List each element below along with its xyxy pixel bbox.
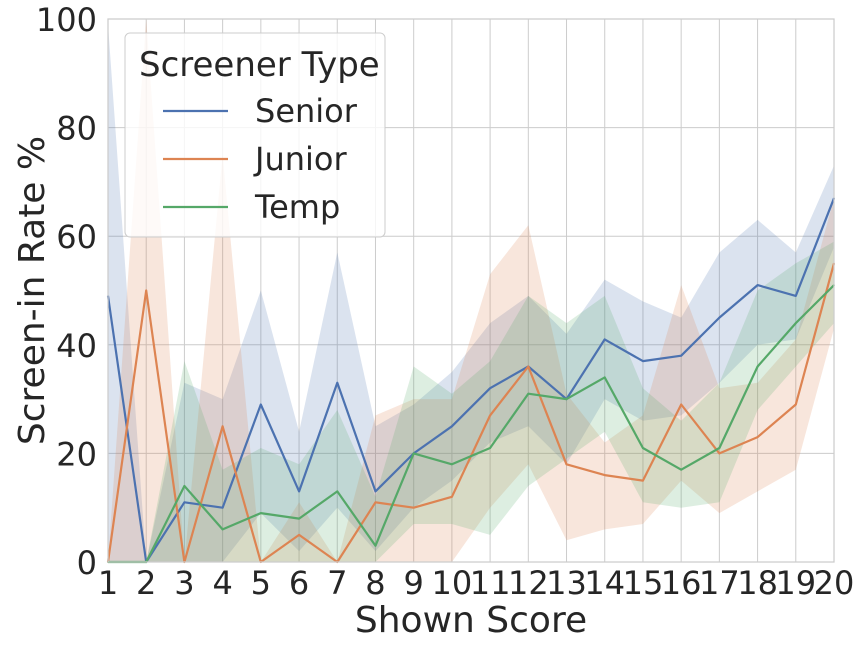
data-point-senior [489, 387, 491, 390]
data-point-junior [718, 452, 721, 455]
data-point-senior [260, 403, 262, 406]
legend: Screener Type Senior Junior Temp [124, 32, 386, 238]
series-line-senior [106, 197, 836, 564]
data-point-junior [680, 403, 682, 406]
data-point-temp [756, 365, 759, 368]
legend-title: Screener Type [139, 45, 380, 85]
data-point-temp [336, 490, 339, 493]
data-point-temp [260, 512, 262, 514]
x-tick-label: 14 [584, 564, 625, 602]
data-point-temp [298, 517, 300, 520]
x-tick-label: 9 [404, 564, 424, 602]
legend-label-junior: Junior [253, 140, 347, 178]
data-point-junior [565, 463, 568, 466]
data-point-senior [221, 506, 224, 509]
data-point-junior [603, 474, 606, 476]
data-point-senior [756, 284, 759, 286]
x-tick-label: 3 [174, 564, 194, 602]
x-tick-label: 10 [432, 564, 473, 602]
data-point-temp [680, 468, 682, 471]
y-tick-label: 80 [56, 110, 97, 148]
y-tick-label: 0 [77, 544, 97, 582]
data-point-senior [451, 425, 453, 428]
y-tick-label: 100 [36, 1, 97, 39]
data-point-junior [489, 414, 491, 417]
confidence-band-senior [108, 24, 834, 562]
x-tick-label: 20 [814, 564, 855, 602]
y-axis-label: Screen-in Rate % [12, 136, 53, 445]
data-point-junior [642, 479, 644, 482]
y-tick-label: 60 [56, 218, 97, 256]
x-tick-label: 19 [775, 564, 816, 602]
data-point-senior [298, 490, 300, 493]
data-point-senior [336, 382, 339, 384]
x-tick-label: 4 [212, 564, 232, 602]
legend-box [124, 32, 386, 238]
x-tick-label: 11 [470, 564, 511, 602]
confidence-bands [108, 19, 834, 562]
data-point-senior [642, 360, 644, 362]
confidence-band-temp [108, 241, 834, 562]
x-tick-label: 7 [327, 564, 347, 602]
plot-frame [107, 18, 835, 563]
legend-items: Senior Junior Temp [163, 92, 358, 226]
x-tick-label: 8 [365, 564, 385, 602]
data-point-junior [756, 436, 759, 438]
x-tick-label: 15 [623, 564, 664, 602]
data-point-temp [221, 528, 224, 531]
data-point-temp [565, 398, 568, 400]
data-point-temp [794, 322, 797, 324]
data-point-senior [718, 316, 721, 319]
x-tick-label: 12 [508, 564, 549, 602]
data-point-temp [451, 463, 453, 466]
x-tick-label: 13 [546, 564, 587, 602]
legend-label-temp: Temp [254, 188, 340, 226]
data-point-temp [412, 452, 415, 455]
y-tick-label: 40 [56, 327, 97, 365]
data-point-senior [680, 354, 682, 357]
data-point-junior [451, 496, 453, 498]
x-tick-label: 1 [98, 564, 118, 602]
data-point-senior [794, 295, 797, 297]
confidence-band-junior [108, 19, 834, 562]
data-point-junior [374, 501, 377, 504]
data-point-junior [221, 425, 224, 428]
data-point-temp [642, 447, 644, 449]
legend-label-senior: Senior [255, 92, 358, 130]
x-tick-label: 18 [737, 564, 778, 602]
series-lines [106, 197, 836, 564]
data-point-junior [412, 506, 415, 509]
data-point-senior [603, 338, 606, 341]
data-point-temp [489, 447, 491, 449]
data-point-temp [527, 392, 530, 395]
series-line-temp [108, 284, 835, 564]
x-tick-label: 16 [661, 564, 702, 602]
x-tick-label: 6 [289, 564, 309, 602]
data-point-senior [374, 490, 377, 493]
data-point-junior [298, 534, 300, 536]
data-point-temp [718, 447, 721, 449]
x-tick-label: 5 [251, 564, 271, 602]
data-point-senior [183, 501, 186, 504]
data-point-junior [794, 403, 797, 406]
data-point-junior [145, 289, 148, 292]
x-tick-label: 17 [699, 564, 740, 602]
y-tick-labels: 0 20 40 60 80 100 [36, 1, 97, 582]
y-tick-label: 20 [56, 435, 97, 473]
x-axis-label: Shown Score [355, 600, 587, 641]
data-point-junior [527, 365, 530, 368]
data-point-temp [603, 376, 606, 379]
x-tick-label: 2 [136, 564, 156, 602]
data-point-temp [183, 485, 186, 487]
data-point-temp [374, 544, 377, 547]
